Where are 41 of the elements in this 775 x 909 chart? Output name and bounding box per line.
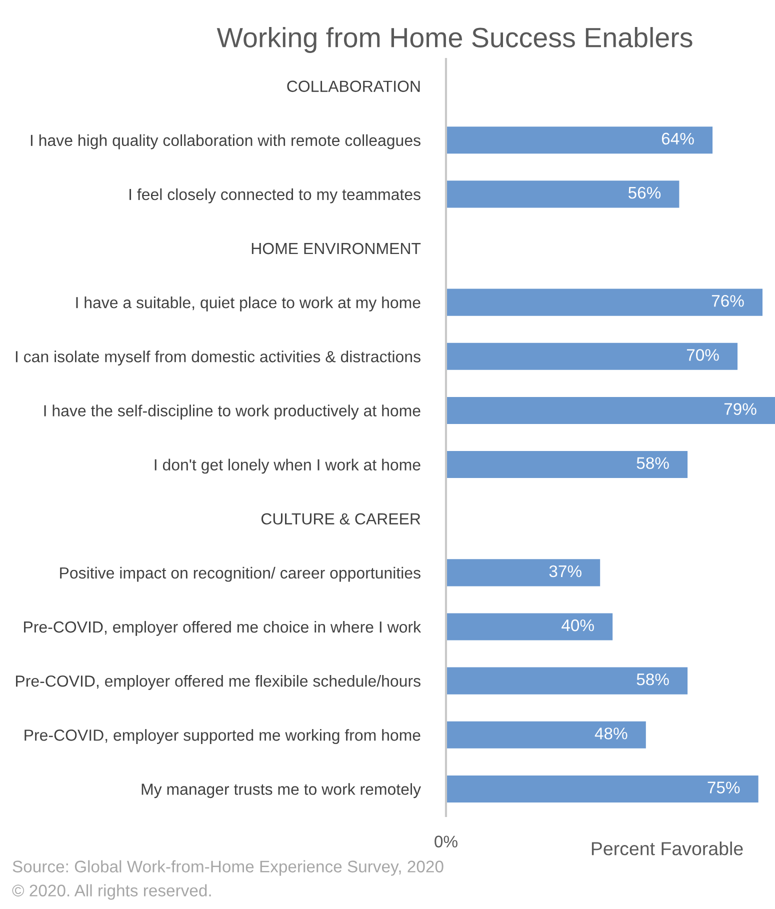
bar bbox=[446, 721, 646, 748]
source-note: Source: Global Work-from-Home Experience Survey, 2020 bbox=[12, 860, 444, 876]
data-label: 76% bbox=[712, 294, 744, 307]
x-axis-title: Percent Favorable bbox=[592, 842, 743, 856]
data-label: 75% bbox=[708, 782, 740, 794]
y-tick-label: CULTURE & CAREER bbox=[261, 513, 420, 525]
data-label: 70% bbox=[686, 349, 719, 361]
bar bbox=[446, 288, 763, 316]
data-label: 58% bbox=[636, 457, 669, 470]
data-label: 40% bbox=[562, 619, 594, 632]
text: 0% bbox=[434, 836, 458, 848]
data-label: 37% bbox=[549, 565, 582, 578]
bar bbox=[446, 775, 758, 802]
text: © 2020. All rights reserved. bbox=[12, 884, 211, 900]
y-tick-label: Pre-COVID, employer offered me flexibile schedule/hours bbox=[16, 675, 420, 690]
data-label: 48% bbox=[594, 728, 628, 740]
bar bbox=[446, 667, 688, 694]
data-label: 64% bbox=[662, 132, 694, 145]
bar bbox=[446, 451, 688, 478]
data-label: 79% bbox=[724, 403, 756, 415]
bar bbox=[446, 396, 775, 424]
bar bbox=[446, 342, 738, 370]
y-tick-label: COLLABORATION bbox=[287, 80, 420, 92]
bar bbox=[446, 613, 613, 640]
y-tick-label: I can isolate myself from domestic activities & distractions bbox=[16, 350, 420, 366]
bar bbox=[446, 559, 600, 586]
bar bbox=[446, 126, 713, 154]
y-tick-label: I have a suitable, quiet place to work at my home bbox=[76, 296, 420, 312]
data-label: 56% bbox=[628, 186, 661, 199]
y-tick-label: I have high quality collaboration with remote colleagues bbox=[30, 134, 420, 150]
chart-title: Working from Home Success Enablers bbox=[216, 27, 692, 53]
y-tick-label: Pre-COVID, employer supported me working from home bbox=[24, 729, 420, 744]
y-tick-label: My manager trusts me to work remotely bbox=[142, 783, 421, 798]
y-tick-label: I feel closely connected to my teammates bbox=[130, 188, 420, 204]
y-tick-label: Positive impact on recognition/ career opportunities bbox=[60, 566, 420, 582]
data-label: 58% bbox=[636, 673, 669, 686]
y-tick-label: Pre-COVID, employer offered me choice in where I work bbox=[24, 620, 422, 636]
y-tick-label: I have the self-discipline to work productively at home bbox=[44, 404, 420, 420]
y-tick-label: HOME ENVIRONMENT bbox=[252, 242, 421, 254]
y-tick-label: I don't get lonely when I work at home bbox=[154, 458, 420, 474]
bar bbox=[446, 180, 680, 208]
